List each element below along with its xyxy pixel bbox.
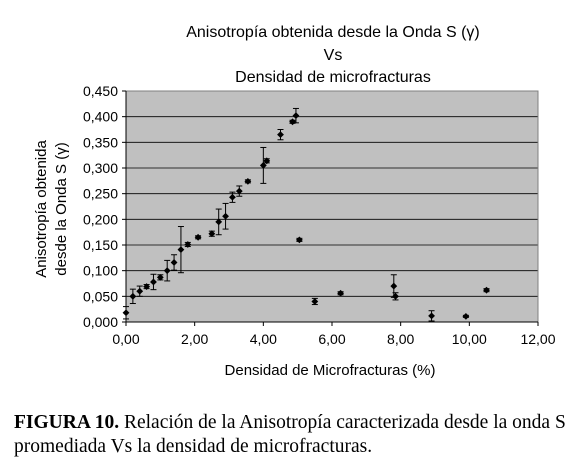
data-point [129, 292, 137, 300]
y-axis-label-line-1: Anisotropía obtenida [33, 140, 50, 278]
y-axis-label-line-2: desde la Onda S (γ) [53, 142, 70, 275]
caption-label: FIGURA 10. [14, 412, 120, 433]
y-tick-label: 0,200 [83, 211, 118, 227]
data-point [143, 283, 150, 290]
x-tick-label: 2,00 [181, 331, 208, 347]
x-tick-label: 12,00 [520, 331, 555, 347]
data-point [136, 287, 144, 295]
data-point [428, 312, 435, 320]
data-point [229, 193, 236, 201]
x-tick-label: 0,00 [112, 331, 139, 347]
y-tick-label: 0,300 [83, 160, 118, 176]
data-point [244, 177, 252, 185]
data-point [277, 131, 284, 139]
plot-area [126, 91, 538, 322]
x-tick-label: 6,00 [318, 331, 345, 347]
data-point [208, 230, 216, 238]
x-axis-label: Densidad de Microfracturas (%) [225, 362, 436, 379]
y-tick-label: 0,450 [83, 83, 118, 99]
y-tick-label: 0,250 [83, 186, 118, 202]
data-point [184, 241, 192, 248]
y-tick-label: 0,100 [83, 263, 118, 279]
data-point [235, 187, 243, 195]
chart-title-line-3: Densidad de microfracturas [235, 69, 431, 86]
data-point [194, 233, 202, 241]
data-point [292, 112, 300, 120]
data-point [311, 298, 319, 305]
data-point [295, 236, 303, 244]
data-point [150, 278, 157, 286]
data-point [462, 312, 470, 320]
data-point [170, 259, 178, 266]
data-point [390, 282, 398, 290]
data-point [483, 286, 490, 294]
data-point [177, 246, 185, 254]
data-point [215, 218, 223, 226]
scatter-chart: Anisotropía obtenida desde la Onda S (γ)… [33, 24, 556, 379]
y-tick-label: 0,400 [83, 109, 118, 125]
data-point [263, 157, 271, 165]
y-tick-label: 0,000 [83, 314, 118, 330]
y-tick-label: 0,350 [83, 134, 118, 150]
caption-text: Relación de la Anisotropía caracterizada… [14, 412, 566, 457]
data-point [163, 267, 171, 275]
chart-title-line-2: Vs [324, 47, 343, 64]
data-point [392, 292, 399, 300]
data-point [289, 118, 296, 126]
data-point [337, 289, 344, 297]
y-tick-label: 0,050 [83, 288, 118, 304]
x-tick-label: 4,00 [250, 331, 277, 347]
x-tick-label: 10,00 [452, 331, 487, 347]
data-point [222, 212, 229, 220]
data-point [122, 309, 130, 317]
data-point [156, 273, 164, 281]
figure-caption: FIGURA 10. Relación de la Anisotropía ca… [14, 411, 570, 459]
x-tick-label: 8,00 [387, 331, 414, 347]
chart-title-line-1: Anisotropía obtenida desde la Onda S (γ) [186, 24, 480, 41]
y-tick-label: 0,150 [83, 237, 118, 253]
data-point [259, 162, 267, 169]
